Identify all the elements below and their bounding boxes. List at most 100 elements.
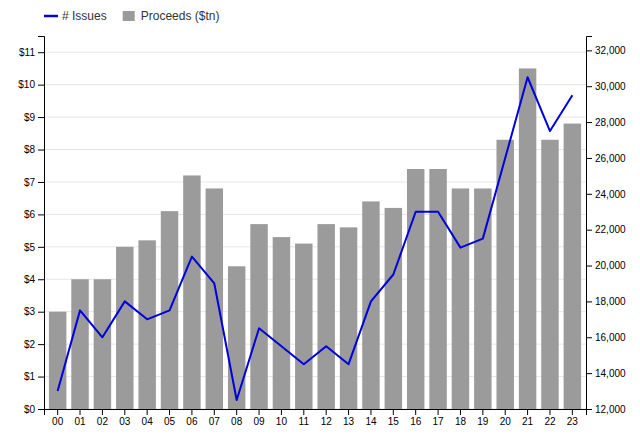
y2-axis: 12,00014,00016,00018,00020,00022,00024,0… bbox=[586, 37, 626, 415]
legend-item: Proceeds ($tn) bbox=[123, 9, 220, 23]
axis-line bbox=[38, 37, 45, 410]
bar bbox=[317, 224, 334, 409]
y-tick-mark bbox=[38, 85, 44, 86]
y-tick-label: $11 bbox=[19, 47, 35, 58]
bar bbox=[474, 188, 491, 409]
y2-tick-mark bbox=[586, 230, 592, 231]
y-tick: $7 bbox=[24, 177, 44, 188]
x-tick-mark bbox=[147, 409, 148, 415]
x-tick-label: 17 bbox=[433, 416, 445, 427]
bar bbox=[340, 227, 357, 409]
y-tick-label: $8 bbox=[24, 144, 36, 155]
y-tick-label: $4 bbox=[24, 274, 36, 285]
x-tick: 17 bbox=[433, 409, 445, 427]
x-tick-mark bbox=[281, 409, 282, 415]
chart: 0001020304050607080910111213141516171819… bbox=[0, 0, 640, 437]
x-tick-label: 20 bbox=[500, 416, 512, 427]
plot-area bbox=[49, 68, 581, 409]
y2-tick: 24,000 bbox=[586, 189, 626, 200]
y-tick-mark bbox=[38, 377, 44, 378]
bar bbox=[519, 68, 536, 409]
y-axis: $0$1$2$3$4$5$6$7$8$9$10$11 bbox=[18, 37, 44, 415]
y2-tick: 32,000 bbox=[586, 45, 626, 56]
y-tick-mark bbox=[38, 312, 44, 313]
x-tick-mark bbox=[370, 409, 371, 415]
x-tick: 00 bbox=[52, 409, 64, 427]
x-tick-mark bbox=[572, 409, 573, 415]
x-tick-label: 19 bbox=[477, 416, 489, 427]
x-tick-label: 06 bbox=[186, 416, 198, 427]
x-tick-label: 23 bbox=[567, 416, 579, 427]
y-tick-mark bbox=[38, 247, 44, 248]
x-tick-mark bbox=[549, 409, 550, 415]
lines bbox=[58, 77, 573, 400]
axis-line bbox=[45, 410, 587, 416]
y2-tick: 20,000 bbox=[586, 260, 626, 271]
legend: # Issues Proceeds ($tn) bbox=[44, 9, 219, 23]
x-tick: 13 bbox=[343, 409, 355, 427]
x-tick: 02 bbox=[97, 409, 109, 427]
x-tick-label: 16 bbox=[410, 416, 422, 427]
x-tick-mark bbox=[482, 409, 483, 415]
y-tick-mark bbox=[38, 117, 44, 118]
x-tick-mark bbox=[169, 409, 170, 415]
x-tick-label: 07 bbox=[209, 416, 221, 427]
bar bbox=[250, 224, 267, 409]
y-tick-label: $6 bbox=[24, 209, 36, 220]
x-tick-label: 13 bbox=[343, 416, 355, 427]
y-tick-label: $2 bbox=[24, 339, 36, 350]
legend-swatch bbox=[44, 15, 58, 18]
x-tick-label: 09 bbox=[253, 416, 265, 427]
x-tick: 12 bbox=[321, 409, 333, 427]
x-tick-label: 18 bbox=[455, 416, 467, 427]
y2-tick-label: 16,000 bbox=[595, 332, 626, 343]
x-tick-mark bbox=[438, 409, 439, 415]
y-tick-label: $1 bbox=[24, 371, 36, 382]
y2-tick-label: 24,000 bbox=[595, 189, 626, 200]
y-tick: $1 bbox=[24, 371, 44, 382]
y2-tick-label: 12,000 bbox=[595, 404, 626, 415]
legend-swatch bbox=[123, 11, 135, 21]
x-tick: 03 bbox=[119, 409, 131, 427]
x-tick-label: 01 bbox=[74, 416, 86, 427]
x-tick-mark bbox=[214, 409, 215, 415]
y2-tick-label: 18,000 bbox=[595, 296, 626, 307]
x-tick: 21 bbox=[522, 409, 534, 427]
x-tick-mark bbox=[326, 409, 327, 415]
legend-item: # Issues bbox=[44, 9, 107, 23]
x-tick: 01 bbox=[74, 409, 86, 427]
y2-tick-mark bbox=[586, 373, 592, 374]
y2-tick: 28,000 bbox=[586, 117, 626, 128]
y2-tick-label: 30,000 bbox=[595, 81, 626, 92]
grid-line bbox=[44, 52, 586, 53]
x-tick-label: 22 bbox=[544, 416, 556, 427]
x-tick: 05 bbox=[164, 409, 176, 427]
x-tick: 22 bbox=[544, 409, 556, 427]
bar bbox=[295, 244, 312, 409]
y-tick-label: $0 bbox=[24, 404, 36, 415]
y-tick-mark bbox=[38, 214, 44, 215]
x-tick: 04 bbox=[142, 409, 154, 427]
bar bbox=[206, 188, 223, 409]
y2-tick-mark bbox=[586, 86, 592, 87]
y-tick-label: $7 bbox=[24, 177, 36, 188]
y-tick: $6 bbox=[24, 209, 44, 220]
y2-tick-mark bbox=[586, 158, 592, 159]
bar bbox=[49, 312, 66, 409]
x-tick-mark bbox=[102, 409, 103, 415]
x-tick: 23 bbox=[567, 409, 579, 427]
bar bbox=[138, 240, 155, 409]
y-tick: $0 bbox=[24, 404, 44, 415]
y-tick-mark bbox=[38, 279, 44, 280]
x-tick: 19 bbox=[477, 409, 489, 427]
y2-tick: 18,000 bbox=[586, 296, 626, 307]
bars bbox=[49, 68, 581, 409]
x-tick: 06 bbox=[186, 409, 198, 427]
legend-label: Proceeds ($tn) bbox=[141, 9, 220, 23]
x-tick: 16 bbox=[410, 409, 422, 427]
x-tick-label: 14 bbox=[365, 416, 377, 427]
x-tick: 11 bbox=[299, 409, 310, 427]
bar bbox=[362, 201, 379, 409]
x-tick-mark bbox=[191, 409, 192, 415]
bar bbox=[564, 124, 581, 409]
